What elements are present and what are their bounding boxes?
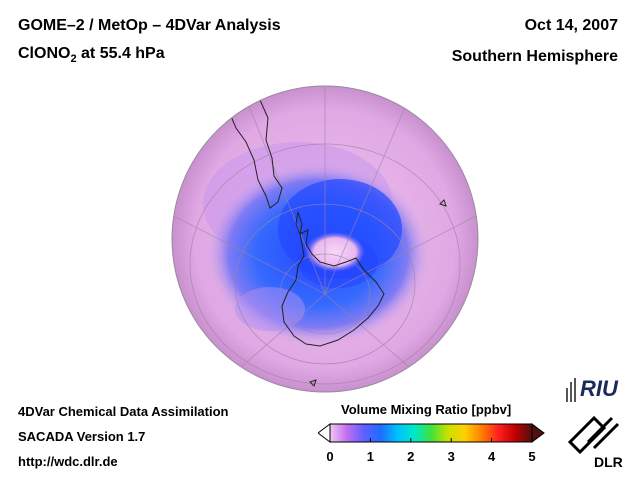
colorbar-title: Volume Mixing Ratio [ppbv] — [341, 402, 512, 417]
colorbar-tick-label: 4 — [487, 449, 496, 464]
colorbar — [318, 423, 545, 443]
vortex-tail — [235, 287, 305, 331]
colorbar-tick-label: 2 — [407, 449, 415, 464]
species-subscript: 2 — [70, 53, 77, 66]
island-2 — [309, 379, 317, 387]
pressure-level: at 55.4 hPa — [76, 45, 165, 62]
species-label: ClONO2 at 55.4 hPa — [18, 45, 165, 65]
globe-map — [171, 85, 479, 393]
antarctic-peninsula — [295, 211, 303, 236]
south-america-coast — [227, 93, 283, 209]
colorbar-ramp — [329, 423, 533, 443]
island — [439, 199, 447, 207]
colorbar-tick-label: 1 — [366, 449, 375, 464]
footer-line-2: SACADA Version 1.7 — [18, 429, 146, 444]
footer-url: http://wdc.dlr.de — [18, 454, 118, 469]
footer-line-1: 4DVar Chemical Data Assimilation — [18, 404, 229, 419]
colorbar-high-arrow — [531, 423, 545, 443]
colorbar-tick-label: 3 — [447, 449, 455, 464]
globe-outline — [171, 85, 479, 393]
analysis-date: Oct 14, 2007 — [524, 17, 618, 34]
riu-logo: RIU — [566, 376, 619, 402]
colorbar-low-arrow — [318, 423, 331, 443]
colorbar-tick-label: 0 — [326, 449, 334, 464]
coastlines — [227, 93, 447, 387]
riu-logo-text: RIU — [580, 376, 619, 401]
colorbar-tick-label: 5 — [528, 449, 536, 464]
dlr-logo: DLR — [567, 415, 623, 470]
hemisphere-label: Southern Hemisphere — [451, 48, 618, 65]
dlr-logo-text: DLR — [594, 454, 623, 470]
map-title: GOME–2 / MetOp – 4DVar Analysis — [18, 17, 281, 34]
antarctica-coast — [281, 229, 385, 347]
species-name: ClONO — [18, 45, 71, 62]
